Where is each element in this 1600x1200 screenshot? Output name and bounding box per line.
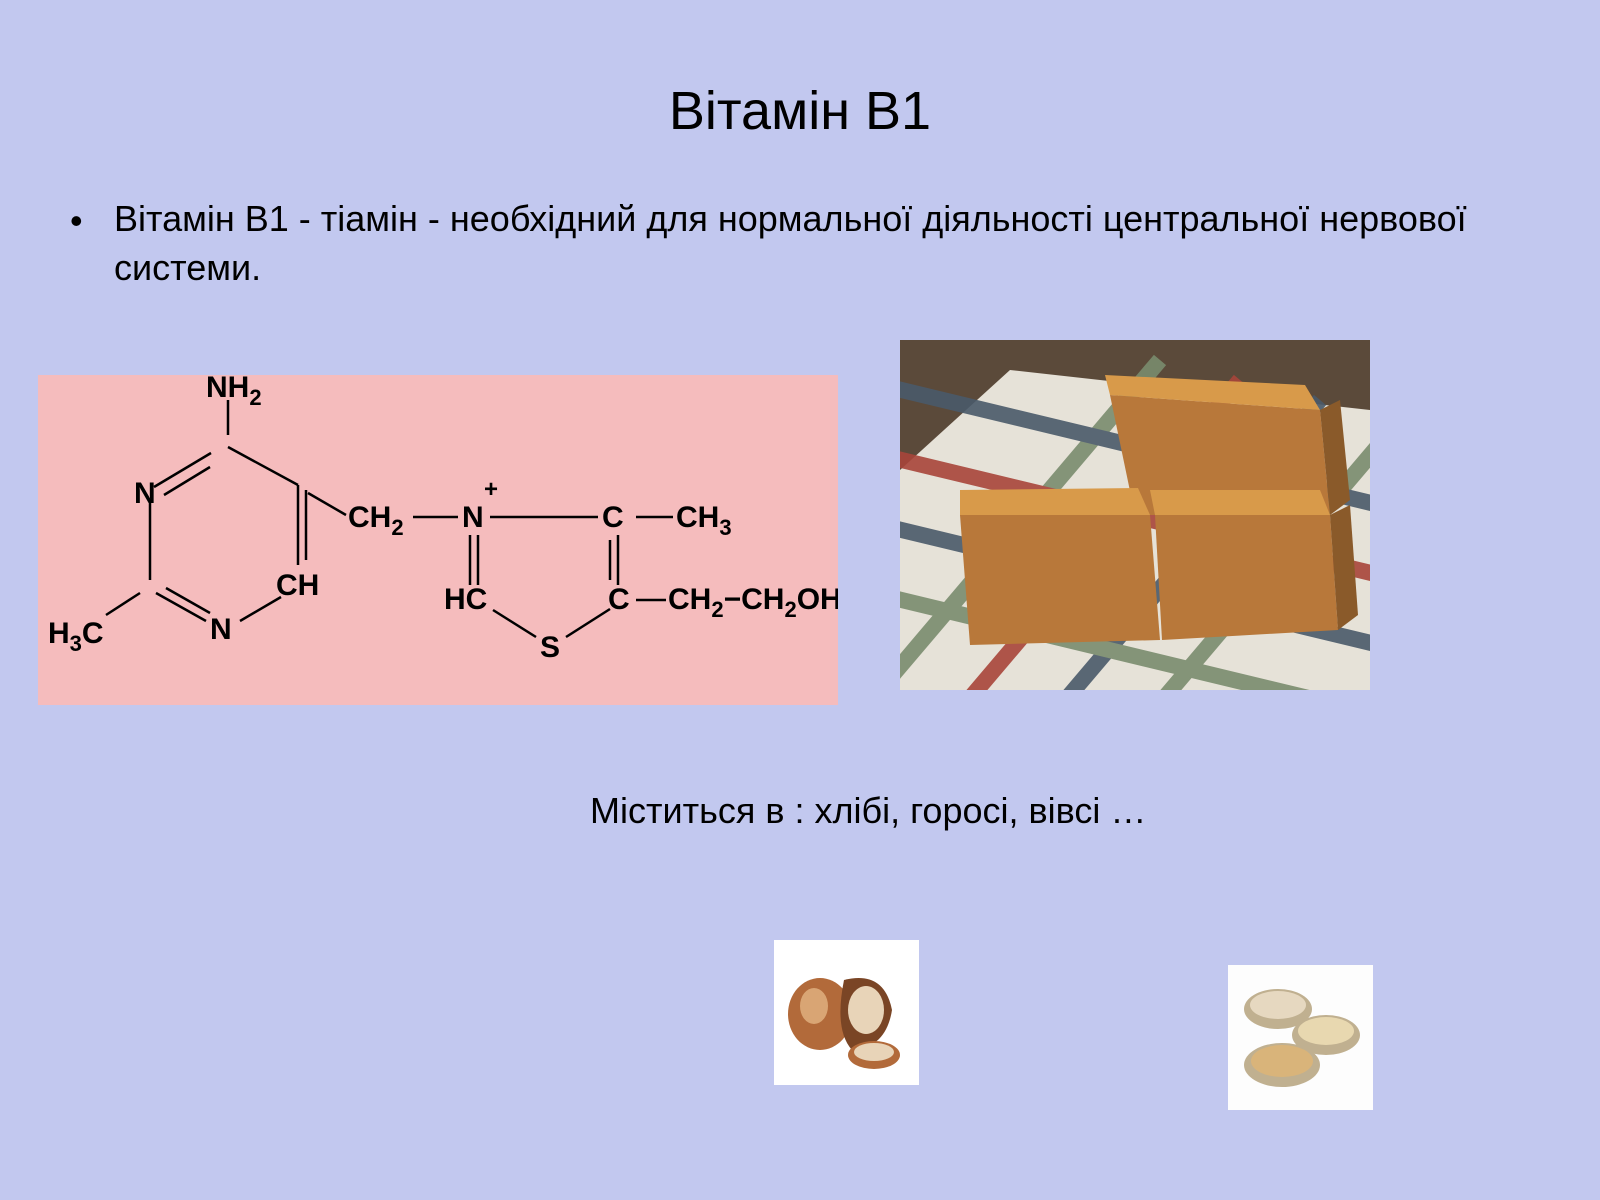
svg-text:H3C: H3C	[48, 617, 104, 656]
svg-text:NH2: NH2	[206, 375, 262, 410]
bullet-marker: •	[70, 195, 114, 246]
grains-image	[1228, 965, 1373, 1110]
svg-text:CH2−CH2OH: CH2−CH2OH	[668, 583, 838, 622]
hazelnut-image	[774, 940, 919, 1085]
slide-title: Вітамін В1	[0, 80, 1600, 142]
bullet-item: • Вітамін В1 - тіамін - необхідний для н…	[70, 195, 1510, 292]
svg-text:+: +	[484, 476, 498, 503]
svg-text:N: N	[462, 501, 484, 534]
caption-text: Міститься в : хлібі, горосі, вівсі …	[590, 790, 1146, 832]
bullet-text: Вітамін В1 - тіамін - необхідний для нор…	[114, 195, 1510, 292]
svg-text:CH3: CH3	[676, 501, 732, 540]
svg-text:C: C	[602, 501, 624, 534]
svg-text:C: C	[608, 583, 630, 616]
svg-text:CH: CH	[276, 569, 319, 602]
bread-image	[900, 340, 1370, 690]
svg-text:HC: HC	[444, 583, 487, 616]
svg-text:N: N	[134, 477, 156, 510]
chemical-formula: NH2 N N CH H3C CH2 N + HC S C C CH3 CH2−…	[38, 375, 838, 705]
svg-text:CH2: CH2	[348, 501, 404, 540]
svg-text:N: N	[210, 613, 232, 646]
svg-text:S: S	[540, 631, 560, 664]
